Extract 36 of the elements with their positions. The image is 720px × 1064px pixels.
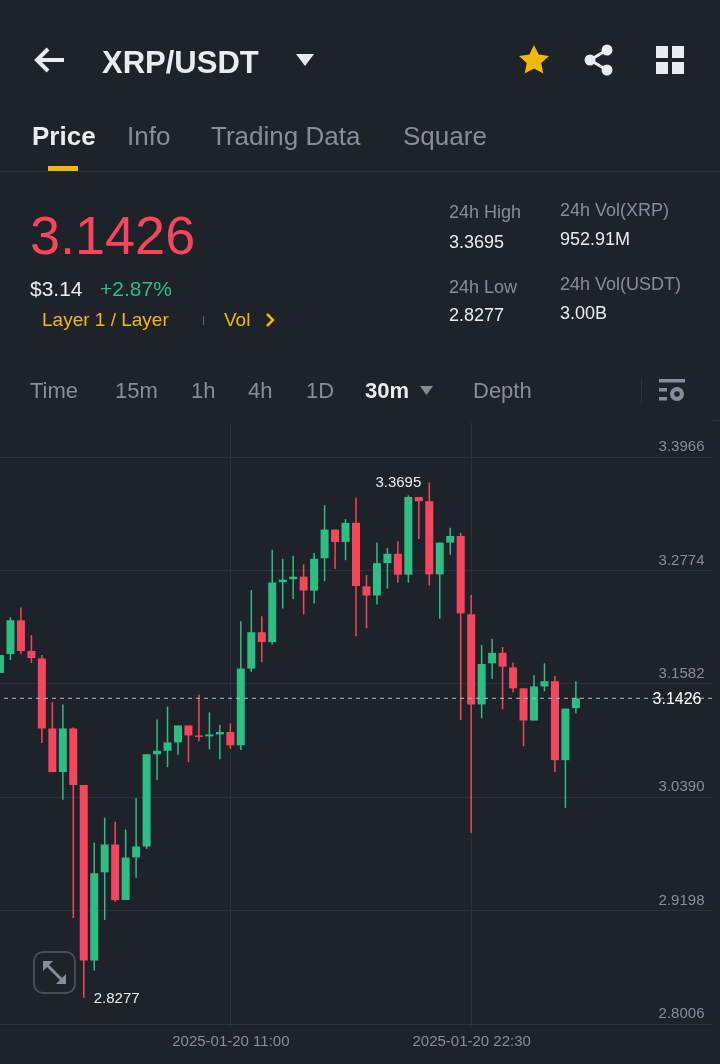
y-tick-label: 3.0390 bbox=[658, 777, 705, 795]
text: 3.1426 bbox=[30, 205, 196, 265]
text: Info bbox=[127, 121, 171, 151]
text: Layer 1 / Layer bbox=[42, 309, 169, 330]
text: $3.14 bbox=[30, 277, 83, 300]
y-tick-label: 3.1582 bbox=[658, 663, 705, 681]
text: Trading Data bbox=[211, 121, 361, 151]
annotation: 2.8277 bbox=[93, 988, 140, 1006]
annotation: 3.3695 bbox=[375, 473, 422, 491]
text: Square bbox=[403, 121, 487, 151]
text: Price bbox=[32, 121, 96, 151]
y-tick-label: 2.8006 bbox=[658, 1004, 705, 1022]
text: 4h bbox=[248, 378, 273, 403]
text: 24h High bbox=[449, 202, 522, 222]
text: Time bbox=[30, 378, 79, 403]
y-tick-label: 2.9198 bbox=[658, 890, 705, 908]
text: 15m bbox=[115, 378, 158, 403]
x-tick-label: 2025-01-20 11:00 bbox=[172, 1031, 290, 1049]
text: Vol bbox=[224, 309, 251, 330]
text: 24h Low bbox=[449, 277, 518, 297]
y-tick-label: 3.2774 bbox=[658, 550, 705, 568]
text: 952.91M bbox=[560, 229, 631, 249]
x-tick-label: 2025-01-20 22:30 bbox=[412, 1031, 531, 1049]
text: +2.87% bbox=[100, 277, 172, 300]
text: 24h Vol(XRP) bbox=[560, 200, 670, 220]
text: Depth bbox=[473, 378, 532, 403]
text: 3.00B bbox=[560, 303, 608, 323]
text: 1h bbox=[191, 378, 216, 403]
text: 30m bbox=[365, 378, 410, 403]
text: 3.3695 bbox=[449, 232, 505, 252]
y-tick-label: 3.3966 bbox=[658, 437, 705, 455]
text: 2.8277 bbox=[449, 305, 505, 325]
text: 24h Vol(USDT) bbox=[560, 274, 682, 294]
chart-title: XRP/USDT bbox=[102, 45, 259, 80]
text: 1D bbox=[306, 378, 335, 403]
ref-line-label: 3.1426 bbox=[652, 690, 702, 708]
